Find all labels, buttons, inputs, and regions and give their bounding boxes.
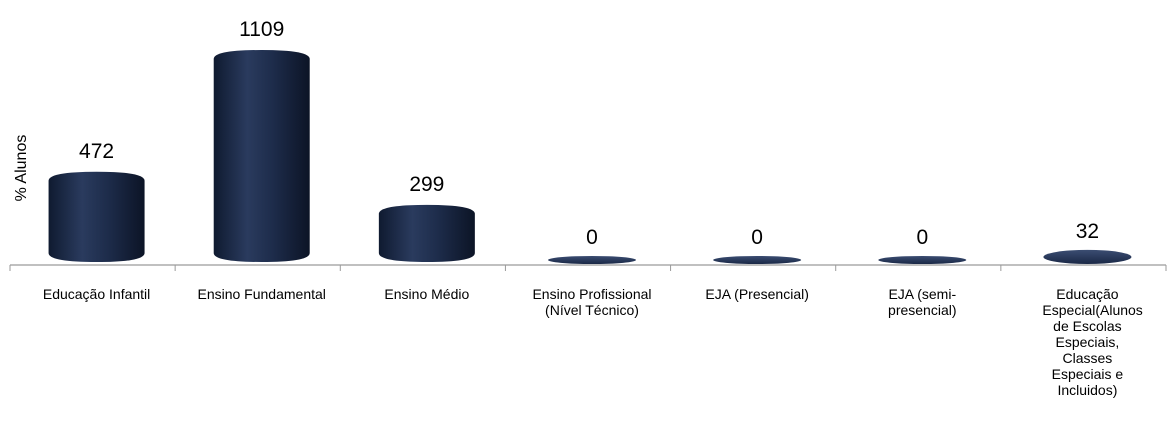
data-label: 472 [79,140,114,163]
category-label: Ensino Profissional (Nível Técnico) [532,286,652,318]
data-labels: 472 1109 299 0 0 0 32 [79,18,1099,249]
x-axis-ticks [9,265,1167,271]
data-label: 0 [916,226,928,249]
data-label: 0 [586,226,598,249]
bar [1043,249,1132,264]
bar [878,256,967,264]
data-label: 1109 [239,18,284,41]
bar [713,256,802,264]
category-label: Educação Especial(Alunos de Escolas Espe… [1042,286,1143,398]
category-label: Ensino Médio [384,286,470,302]
category-label: Ensino Fundamental [197,286,326,302]
bars [48,50,1132,264]
category-label: EJA (Presencial) [705,286,809,302]
category-label: EJA (semi-presencial) [888,286,957,318]
bar [48,171,145,262]
bar [548,256,636,264]
bar [378,204,475,262]
y-axis-label: % Alunos [13,135,30,202]
data-label: 0 [751,226,763,249]
category-label: Educação Infantil [42,286,151,302]
bar [213,50,310,262]
data-label: 32 [1076,220,1099,243]
data-label: 299 [409,173,444,196]
